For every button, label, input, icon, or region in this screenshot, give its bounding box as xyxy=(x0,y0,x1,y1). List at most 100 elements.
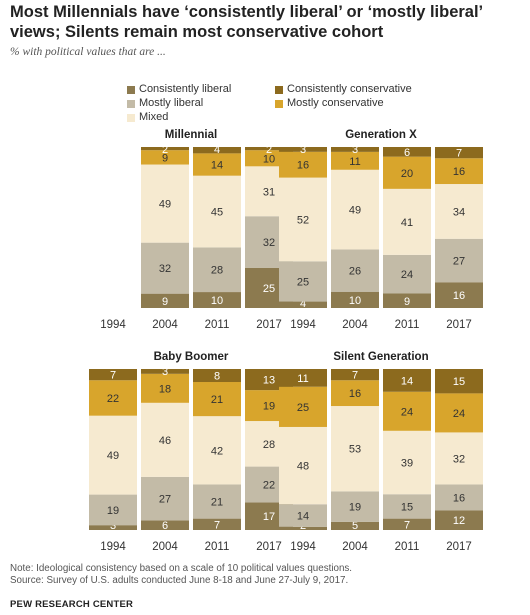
data-label: 13 xyxy=(263,375,275,387)
bar-segment-mostly-conservative-2004 xyxy=(141,150,189,165)
legend-swatch-mixed xyxy=(127,114,135,122)
panel-generation-x: Generation X4255216319941026491132004924… xyxy=(279,129,483,331)
legend-label-consistently-liberal: Consistently liberal xyxy=(139,83,232,95)
data-label: 27 xyxy=(159,494,171,506)
bar-segment-mixed-1994 xyxy=(279,426,327,505)
bar-segment-consistently-liberal-2011 xyxy=(383,293,431,308)
legend-swatch-mostly-conservative xyxy=(275,100,283,108)
x-tick-label: 1994 xyxy=(290,319,316,331)
bar-segment-consistently-conservative-2004 xyxy=(141,147,189,151)
bar-segment-consistently-conservative-2011 xyxy=(193,147,241,154)
legend-swatch-consistently-liberal xyxy=(127,86,135,94)
legend: Consistently liberal Mostly liberal Mixe… xyxy=(0,0,530,123)
data-label: 14 xyxy=(297,511,309,523)
x-tick-label: 2017 xyxy=(446,541,472,553)
bar-segment-consistently-liberal-2017 xyxy=(435,510,483,530)
bar-segment-mostly-liberal-2004 xyxy=(331,249,379,292)
data-label: 3 xyxy=(300,144,306,156)
bar-segment-mixed-2011 xyxy=(193,416,241,485)
bar-segment-mostly-conservative-2011 xyxy=(193,153,241,176)
data-label: 25 xyxy=(297,402,309,414)
data-label: 34 xyxy=(453,206,465,218)
bar-segment-mostly-liberal-2011 xyxy=(383,254,431,294)
data-label: 21 xyxy=(211,394,223,406)
data-label: 49 xyxy=(349,205,361,217)
bar-segment-consistently-liberal-1994 xyxy=(89,525,137,530)
bar-segment-mixed-2017 xyxy=(435,432,483,485)
data-label: 7 xyxy=(404,519,410,531)
bar-segment-consistently-conservative-1994 xyxy=(89,369,137,381)
data-label: 9 xyxy=(404,296,410,308)
legend-label-mostly-liberal: Mostly liberal xyxy=(139,97,204,109)
data-label: 10 xyxy=(349,295,361,307)
bar-segment-mostly-liberal-1994 xyxy=(279,504,327,527)
data-label: 52 xyxy=(297,214,309,226)
bar-segment-mixed-2017 xyxy=(435,184,483,239)
data-label: 16 xyxy=(453,166,465,178)
data-label: 32 xyxy=(453,453,465,465)
data-label: 49 xyxy=(107,450,119,462)
bar-segment-mostly-liberal-1994 xyxy=(89,494,137,526)
bar-segment-mixed-2004 xyxy=(331,169,379,250)
data-label: 15 xyxy=(401,501,413,513)
data-label: 22 xyxy=(107,393,119,405)
bar-segment-mixed-2011 xyxy=(383,188,431,255)
bar-segment-mixed-2004 xyxy=(141,164,189,243)
bar-segment-mixed-2004 xyxy=(331,406,379,492)
data-label: 14 xyxy=(401,375,413,387)
data-label: 24 xyxy=(401,269,413,281)
bar-segment-consistently-liberal-2004 xyxy=(141,520,189,530)
bar-segment-consistently-conservative-2017 xyxy=(435,147,483,159)
chart-note: Note: Ideological consistency based on a… xyxy=(10,563,352,587)
panel-title: Generation X xyxy=(345,129,417,141)
data-label: 46 xyxy=(159,435,171,447)
legend-swatch-mostly-liberal xyxy=(127,100,135,108)
bar-segment-consistently-conservative-2017 xyxy=(245,147,293,151)
data-label: 24 xyxy=(453,408,465,420)
bar-segment-mostly-conservative-2004 xyxy=(141,373,189,403)
data-label: 27 xyxy=(453,256,465,268)
x-tick-label: 2011 xyxy=(205,541,230,553)
chart-subtitle: % with political values that are ... xyxy=(10,46,166,58)
data-label: 39 xyxy=(401,458,413,470)
data-label: 20 xyxy=(401,168,413,180)
panel-title: Silent Generation xyxy=(333,351,428,363)
data-label: 12 xyxy=(453,515,465,527)
chart-panels: Millennial199493249922004102845144201125… xyxy=(89,129,483,553)
data-label: 22 xyxy=(263,479,275,491)
chart-title: Most Millennials have ‘consistently libe… xyxy=(10,3,483,41)
data-label: 28 xyxy=(263,439,275,451)
bar-segment-mostly-conservative-2011 xyxy=(383,391,431,431)
data-label: 28 xyxy=(211,265,223,277)
data-label: 48 xyxy=(297,461,309,473)
bar-segment-consistently-liberal-2011 xyxy=(193,518,241,530)
bar-segment-mostly-conservative-2004 xyxy=(331,380,379,407)
data-label: 19 xyxy=(107,505,119,517)
data-label: 15 xyxy=(453,376,465,388)
panel-silent-generation: Silent Generation21448251119945195316720… xyxy=(279,351,483,553)
x-tick-label: 1994 xyxy=(100,319,126,331)
legend-label-consistently-conservative: Consistently conservative xyxy=(287,83,412,95)
x-tick-label: 2004 xyxy=(342,319,368,331)
x-tick-label: 2004 xyxy=(152,319,178,331)
bar-segment-mostly-liberal-2011 xyxy=(193,247,241,293)
x-tick-label: 2017 xyxy=(256,319,282,331)
bar-segment-mostly-conservative-2004 xyxy=(331,151,379,170)
bar-segment-consistently-liberal-2017 xyxy=(435,282,483,308)
bar-segment-mostly-liberal-1994 xyxy=(279,261,327,302)
data-label: 10 xyxy=(211,295,223,307)
bar-segment-mostly-conservative-1994 xyxy=(279,151,327,178)
bar-segment-consistently-conservative-2004 xyxy=(331,369,379,381)
bar-segment-mixed-2011 xyxy=(193,175,241,248)
data-label: 41 xyxy=(401,217,413,229)
data-label: 53 xyxy=(349,444,361,456)
x-tick-label: 1994 xyxy=(290,541,316,553)
bar-segment-consistently-liberal-2004 xyxy=(141,293,189,308)
bar-segment-mostly-liberal-2017 xyxy=(435,484,483,511)
legend-label-mixed: Mixed xyxy=(139,111,169,123)
bar-segment-consistently-conservative-1994 xyxy=(279,369,327,387)
bar-segment-consistently-conservative-2011 xyxy=(383,369,431,392)
data-label: 24 xyxy=(401,406,413,418)
bar-segment-mixed-1994 xyxy=(89,415,137,495)
data-label: 19 xyxy=(349,502,361,514)
